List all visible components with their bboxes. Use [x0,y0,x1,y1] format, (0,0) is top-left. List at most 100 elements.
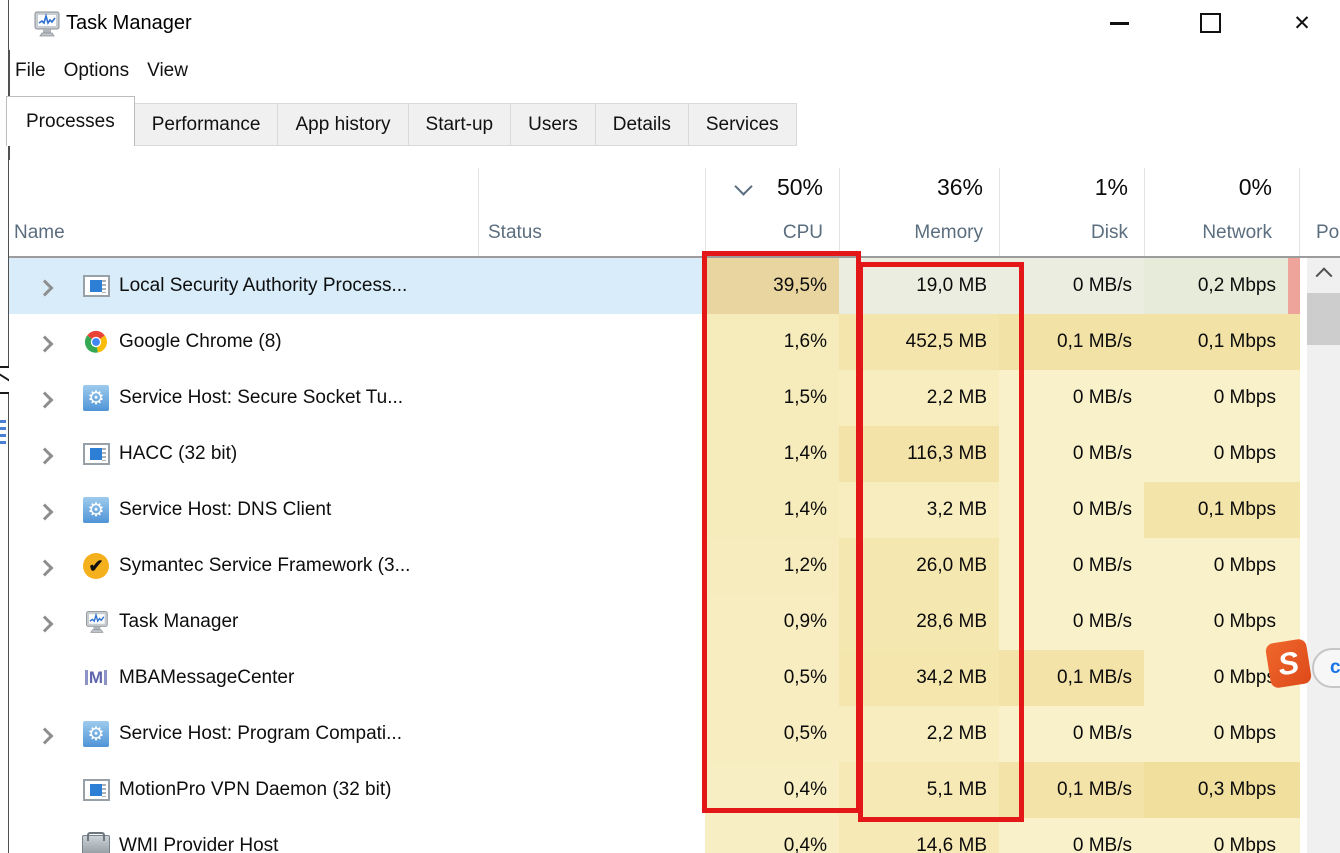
cpu-value: 39,5% [705,258,839,314]
column-header-cpu[interactable]: CPU [782,222,823,243]
service-gear-icon: ⚙ [81,496,111,524]
power-column-sliver [1288,482,1300,538]
network-value: 0 Mbps [1144,706,1288,762]
cpu-value: 1,4% [705,482,839,538]
process-row[interactable]: ✔ Symantec Service Framework (3... 1,2% 26,… [9,538,1340,594]
header-column-divider [1144,168,1145,256]
process-row[interactable]: MotionPro VPN Daemon (32 bit) 0,4% 5,1 MB 0… [9,762,1340,818]
process-row[interactable]: ⚙ Service Host: Secure Socket Tu... 1,5% 2,… [9,370,1340,426]
task-manager-icon [81,608,111,636]
header-divider [9,256,1340,258]
menu-item-file[interactable]: File [15,60,46,81]
power-column-sliver [1288,314,1300,370]
disk-value: 0,1 MB/s [999,650,1144,706]
tab-services[interactable]: Services [688,103,797,146]
process-row-background [9,650,718,706]
watermark-pill: c [1312,648,1340,688]
disk-value: 0 MB/s [999,258,1144,314]
disk-value: 0 MB/s [999,818,1144,853]
tab-details[interactable]: Details [595,103,689,146]
process-table-body: Local Security Authority Process... 39,5%… [9,258,1340,853]
network-value: 0 Mbps [1144,370,1288,426]
column-header-status[interactable]: Status [488,222,542,243]
column-header-mem[interactable]: Memory [914,222,983,243]
power-column-sliver [1288,706,1300,762]
process-name: Service Host: Program Compati... [119,723,402,744]
disk-value: 0 MB/s [999,482,1144,538]
service-gear-icon: ⚙ [81,384,111,412]
minimize-button[interactable] [1088,0,1150,46]
process-row-background [9,594,718,650]
column-header-name[interactable]: Name [14,222,65,243]
memory-value: 19,0 MB [839,258,999,314]
vertical-scrollbar[interactable] [1307,258,1340,853]
column-header-disk[interactable]: Disk [1091,222,1128,243]
tab-users[interactable]: Users [511,103,596,146]
process-row-background [9,706,718,762]
power-column-sliver [1288,370,1300,426]
app-window-icon [81,272,111,300]
process-name: MBAMessageCenter [119,667,295,688]
column-header-power-partial[interactable]: Po [1316,222,1340,243]
service-gear-icon: ⚙ [81,720,111,748]
process-row[interactable]: Google Chrome (8) 1,6% 452,5 MB 0,1 MB/s 0,1… [9,314,1340,370]
tab-processes[interactable]: Processes [6,96,135,146]
column-usage-cpu[interactable]: 50% [776,174,823,200]
header-column-divider [1299,168,1300,256]
process-row[interactable]: Task Manager 0,9% 28,6 MB 0 MB/s 0 Mbps [9,594,1340,650]
close-button[interactable]: ✕ [1293,11,1311,35]
cpu-value: 1,4% [705,426,839,482]
tab-bar: Processes Performance App history Start-up U… [6,96,797,146]
memory-value: 28,6 MB [839,594,999,650]
column-usage-mem[interactable]: 36% [936,174,983,200]
memory-value: 116,3 MB [839,426,999,482]
process-row[interactable]: Local Security Authority Process... 39,5%… [9,258,1340,314]
process-name: Task Manager [119,611,239,632]
header-column-divider [478,168,479,256]
wmi-icon [81,832,111,853]
disk-value: 0,1 MB/s [999,762,1144,818]
process-row-background [9,482,718,538]
process-row-background [9,426,718,482]
watermark-pill-text: c [1330,657,1340,678]
column-usage-net[interactable]: 0% [1238,174,1272,200]
process-name: HACC (32 bit) [119,443,238,464]
network-value: 0,2 Mbps [1144,258,1288,314]
scrollbar-up-icon[interactable] [1307,258,1340,288]
process-row[interactable]: HACC (32 bit) 1,4% 116,3 MB 0 MB/s 0 Mbps [9,426,1340,482]
header-column-divider [705,168,706,256]
process-row[interactable]: ⚙ Service Host: DNS Client 1,4% 3,2 MB 0 MB/… [9,482,1340,538]
tab-start-up[interactable]: Start-up [408,103,512,146]
network-value: 0 Mbps [1144,650,1288,706]
scrollbar-thumb[interactable] [1307,293,1340,345]
column-header-net[interactable]: Network [1202,222,1272,243]
disk-value: 0 MB/s [999,594,1144,650]
process-row[interactable]: M MBAMessageCenter 0,5% 34,2 MB 0,1 MB/s 0 Mb… [9,650,1340,706]
network-value: 0,3 Mbps [1144,762,1288,818]
cpu-value: 0,5% [705,706,839,762]
cpu-value: 0,4% [705,818,839,853]
memory-value: 3,2 MB [839,482,999,538]
power-column-sliver [1288,594,1300,650]
process-row[interactable]: ⚙ Service Host: Program Compati... 0,5% 2,2… [9,706,1340,762]
background-icon-artifact [0,420,6,446]
disk-value: 0,1 MB/s [999,314,1144,370]
memory-value: 452,5 MB [839,314,999,370]
menubar: File Options View [14,58,189,88]
process-name: Google Chrome (8) [119,331,282,352]
disk-value: 0 MB/s [999,538,1144,594]
header-column-divider [999,168,1000,256]
maximize-button[interactable] [1179,0,1241,46]
tab-app-history[interactable]: App history [278,103,409,146]
menu-item-options[interactable]: Options [63,60,130,81]
menu-item-view[interactable]: View [147,60,188,81]
cpu-value: 1,5% [705,370,839,426]
process-row[interactable]: WMI Provider Host 0,4% 14,6 MB 0 MB/s 0 Mbps [9,818,1340,853]
tab-performance[interactable]: Performance [134,103,279,146]
header-column-divider [839,168,840,256]
process-row-background [9,314,718,370]
cpu-value: 0,9% [705,594,839,650]
process-name: WMI Provider Host [119,835,279,853]
column-usage-disk[interactable]: 1% [1094,174,1128,200]
process-name: Symantec Service Framework (3... [119,555,411,576]
